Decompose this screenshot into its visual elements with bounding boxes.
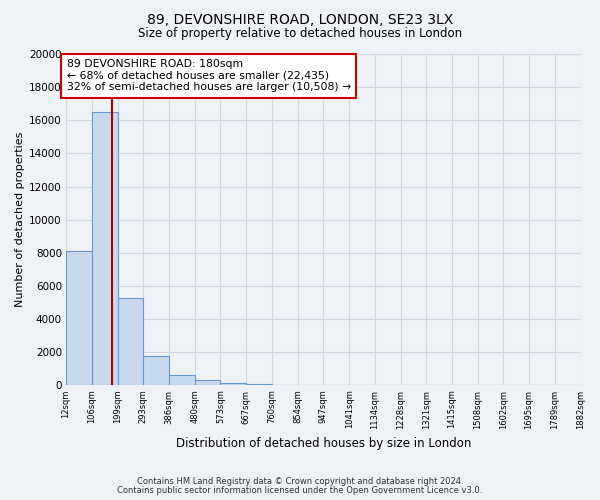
Bar [92,112,118,386]
Bar [246,384,272,386]
Text: Contains public sector information licensed under the Open Government Licence v3: Contains public sector information licen… [118,486,482,495]
Bar [220,383,246,386]
Text: Size of property relative to detached houses in London: Size of property relative to detached ho… [138,28,462,40]
Bar [272,384,298,386]
Y-axis label: Number of detached properties: Number of detached properties [15,132,25,308]
X-axis label: Distribution of detached houses by size in London: Distribution of detached houses by size … [176,437,471,450]
Bar [118,298,143,386]
Text: Contains HM Land Registry data © Crown copyright and database right 2024.: Contains HM Land Registry data © Crown c… [137,477,463,486]
Text: 89 DEVONSHIRE ROAD: 180sqm
← 68% of detached houses are smaller (22,435)
32% of : 89 DEVONSHIRE ROAD: 180sqm ← 68% of deta… [67,59,351,92]
Bar [143,356,169,386]
Text: 89, DEVONSHIRE ROAD, LONDON, SE23 3LX: 89, DEVONSHIRE ROAD, LONDON, SE23 3LX [147,12,453,26]
Bar [66,251,92,386]
Bar [169,374,195,386]
Bar [195,380,220,386]
